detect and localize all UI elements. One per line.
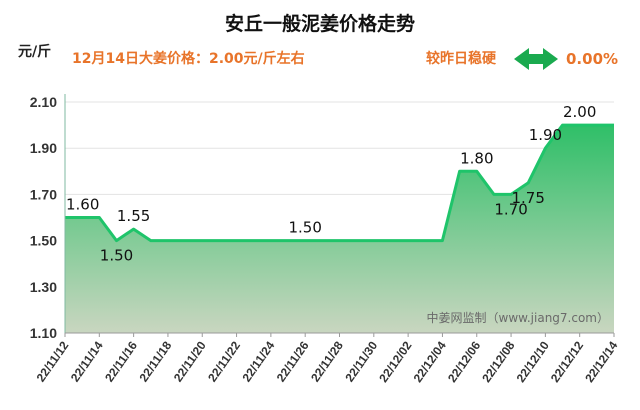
y-tick-label: 1.10	[30, 325, 57, 341]
y-unit-label: 元/斤	[18, 43, 51, 60]
data-label: 1.55	[117, 207, 150, 225]
x-tick-label: 22/12/14	[582, 338, 620, 385]
price-area	[65, 125, 614, 333]
y-tick-label: 1.30	[30, 279, 57, 295]
y-tick-label: 1.90	[30, 140, 57, 156]
x-tick-label: 22/11/16	[102, 338, 140, 384]
data-label: 1.60	[66, 196, 99, 214]
x-tick-group: 22/12/02	[376, 338, 414, 385]
x-tick-label: 22/11/28	[308, 338, 346, 384]
x-tick-label: 22/11/14	[68, 338, 106, 384]
x-tick-group: 22/11/20	[171, 338, 209, 384]
x-tick-group: 22/11/28	[308, 338, 346, 384]
watermark: 中姜网监制（www.jiang7.com）	[427, 310, 609, 325]
y-tick-label: 2.10	[30, 94, 57, 110]
x-tick-group: 22/11/30	[342, 338, 380, 384]
double-arrow-icon	[514, 48, 558, 70]
price-line	[65, 123, 614, 243]
x-tick-group: 22/11/16	[102, 338, 140, 384]
x-tick-group: 22/11/24	[239, 338, 277, 384]
data-label: 1.50	[100, 247, 133, 265]
x-tick-group: 22/11/12	[34, 338, 72, 384]
data-labels: 1.60 1.50 1.55 1.50 1.80 1.701.75 1.902.00	[66, 103, 596, 265]
x-tick-label: 22/11/22	[205, 338, 243, 384]
x-tick-label: 22/12/06	[445, 338, 483, 385]
x-tick-labels: 22/11/1222/11/1422/11/1622/11/1822/11/20…	[34, 333, 621, 385]
x-tick-label: 22/11/20	[171, 338, 209, 384]
y-tick-labels: 1.10 1.30 1.50 1.70 1.90 2.10	[30, 94, 57, 341]
x-tick-group: 22/12/06	[445, 338, 483, 385]
y-tick-label: 1.50	[30, 233, 57, 249]
x-tick-group: 22/11/14	[68, 338, 106, 384]
data-label: 2.00	[563, 103, 596, 121]
x-tick-group: 22/12/14	[582, 338, 620, 385]
data-label: 1.75	[511, 189, 544, 207]
x-tick-label: 22/12/10	[514, 338, 552, 385]
chart-title: 安丘一般泥姜价格走势	[225, 12, 415, 35]
x-tick-label: 22/12/02	[376, 338, 414, 385]
price-subtitle: 12月14日大姜价格：2.00元/斤左右	[72, 50, 305, 67]
x-tick-group: 22/11/18	[136, 338, 174, 384]
data-label: 1.70	[494, 200, 527, 218]
x-tick-label: 22/11/26	[274, 338, 312, 384]
x-tick-label: 22/12/04	[411, 338, 449, 385]
x-tick-label: 22/12/12	[548, 338, 586, 385]
x-tick-group: 22/12/08	[479, 338, 517, 385]
x-tick-group: 22/12/04	[411, 338, 449, 385]
data-label: 1.90	[529, 126, 562, 144]
y-tick-label: 1.70	[30, 186, 57, 202]
trend-text: 较昨日稳硬	[426, 50, 497, 67]
x-tick-label: 22/11/18	[136, 338, 174, 384]
x-tick-label: 22/11/30	[342, 338, 380, 384]
x-tick-group: 22/11/22	[205, 338, 243, 384]
x-tick-group: 22/12/12	[548, 338, 586, 385]
change-percent: 0.00%	[566, 50, 618, 68]
x-tick-label: 22/11/12	[34, 338, 72, 384]
x-tick-label: 22/12/08	[479, 338, 517, 385]
x-tick-label: 22/11/24	[239, 338, 277, 384]
x-tick-group: 22/11/26	[274, 338, 312, 384]
data-label: 1.50	[288, 219, 321, 237]
x-tick-group: 22/12/10	[514, 338, 552, 385]
data-label: 1.80	[460, 149, 493, 167]
